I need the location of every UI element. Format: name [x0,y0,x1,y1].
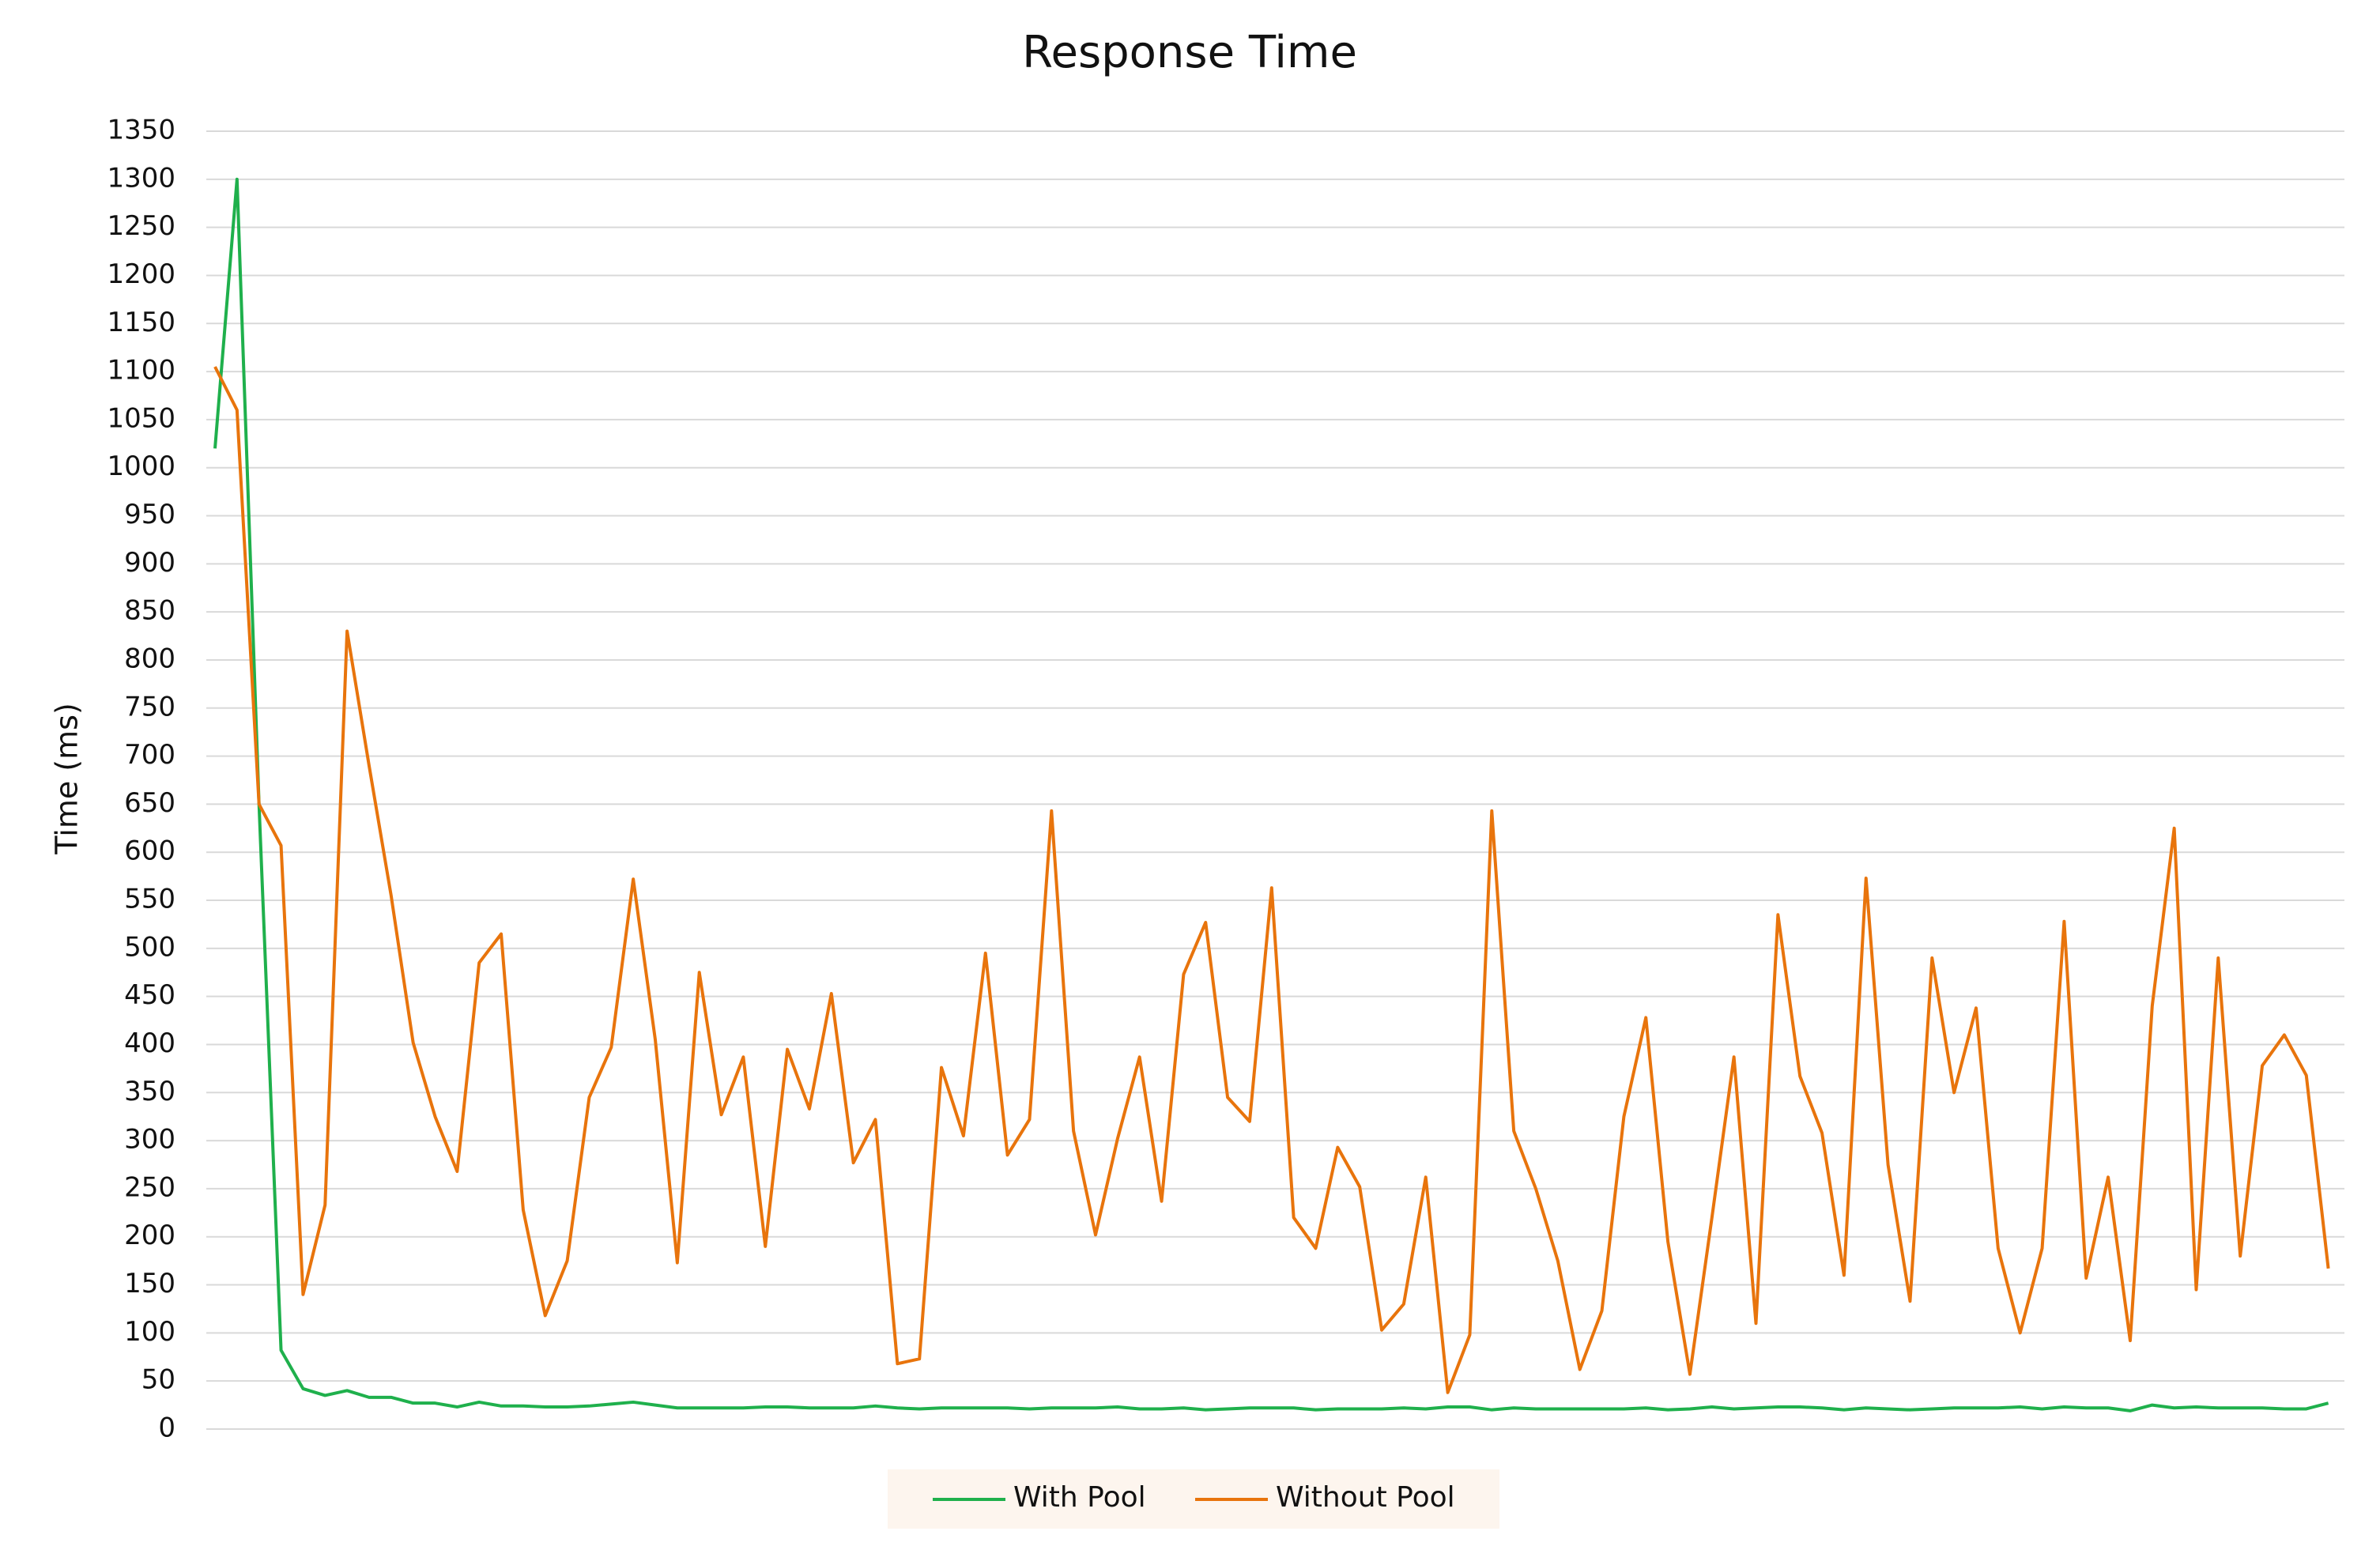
y-tick-label: 700 [124,739,175,771]
y-tick-label: 600 [124,835,175,867]
y-tick-label: 750 [124,691,175,722]
y-tick-label: 50 [141,1364,175,1396]
y-tick-label: 250 [124,1171,175,1203]
y-tick-label: 1000 [107,451,175,482]
y-tick-label: 1050 [107,402,175,434]
y-tick-label: 450 [124,979,175,1011]
y-tick-label: 1300 [107,162,175,194]
y-tick-label: 1350 [107,115,175,146]
y-tick-label: 1150 [107,307,175,338]
series-line [213,177,2329,1412]
y-tick-label: 500 [124,931,175,963]
y-tick-label: 650 [124,787,175,819]
y-tick-label: 1250 [107,210,175,242]
y-tick-label: 300 [124,1124,175,1156]
legend-label: With Pool [1013,1481,1146,1514]
y-tick-label: 1100 [107,355,175,387]
y-tick-label: 200 [124,1220,175,1251]
y-tick-label: 0 [158,1412,175,1444]
y-tick-label: 150 [124,1268,175,1299]
chart-title: Response Time [1022,27,1357,78]
series-line [213,366,2330,1394]
y-tick-label: 800 [124,643,175,674]
y-tick-label: 950 [124,499,175,530]
y-tick-label: 1200 [107,258,175,290]
y-axis-label: Time (ms) [50,703,85,855]
y-tick-label: 400 [124,1028,175,1059]
y-tick-label: 550 [124,884,175,915]
legend-label: Without Pool [1276,1481,1455,1514]
y-tick-label: 850 [124,595,175,627]
y-tick-label: 100 [124,1316,175,1348]
y-tick-label: 900 [124,547,175,579]
y-tick-label: 350 [124,1076,175,1107]
